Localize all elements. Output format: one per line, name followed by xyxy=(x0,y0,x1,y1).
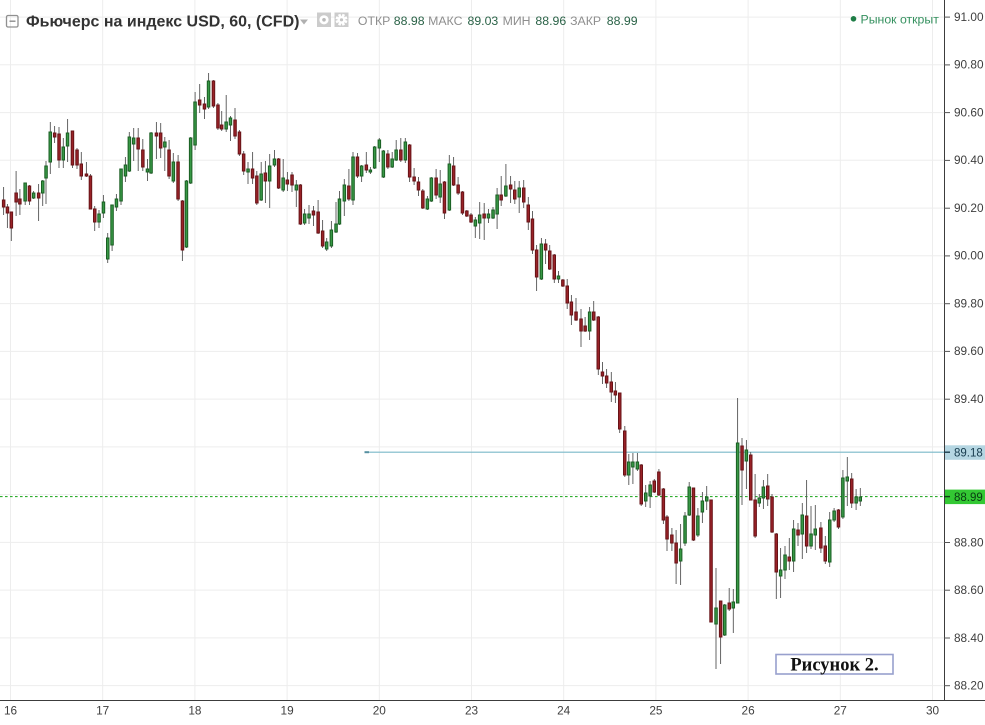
svg-text:МИН: МИН xyxy=(503,14,531,28)
svg-text:90.40: 90.40 xyxy=(954,153,984,167)
svg-text:88.96: 88.96 xyxy=(535,14,566,28)
svg-text:88.80: 88.80 xyxy=(954,535,984,549)
svg-text:90.60: 90.60 xyxy=(954,105,984,119)
svg-text:24: 24 xyxy=(557,704,571,718)
svg-text:89.18: 89.18 xyxy=(954,447,983,459)
svg-text:18: 18 xyxy=(188,704,202,718)
svg-text:19: 19 xyxy=(281,704,294,718)
svg-text:90.00: 90.00 xyxy=(954,249,984,263)
svg-text:88.98: 88.98 xyxy=(394,14,425,28)
svg-text:89.60: 89.60 xyxy=(954,344,984,358)
svg-text:ЗАКР: ЗАКР xyxy=(570,14,601,28)
svg-text:89.03: 89.03 xyxy=(468,14,499,28)
svg-text:89.40: 89.40 xyxy=(954,392,984,406)
svg-text:23: 23 xyxy=(465,704,479,718)
svg-text:91.00: 91.00 xyxy=(954,10,984,24)
svg-text:88.20: 88.20 xyxy=(954,679,984,693)
svg-text:88.99: 88.99 xyxy=(954,492,983,504)
svg-text:Рынок открыт: Рынок открыт xyxy=(861,12,940,26)
svg-text:17: 17 xyxy=(96,704,109,718)
svg-text:30: 30 xyxy=(926,704,940,718)
svg-text:88.99: 88.99 xyxy=(607,14,638,28)
svg-text:16: 16 xyxy=(4,704,18,718)
svg-text:90.80: 90.80 xyxy=(954,58,984,72)
svg-text:88.40: 88.40 xyxy=(954,631,984,645)
svg-text:90.20: 90.20 xyxy=(954,201,984,215)
svg-text:ОТКР: ОТКР xyxy=(358,14,390,28)
svg-text:27: 27 xyxy=(834,704,847,718)
svg-text:26: 26 xyxy=(742,704,756,718)
svg-text:25: 25 xyxy=(649,704,663,718)
svg-text:МАКС: МАКС xyxy=(428,14,462,28)
svg-text:88.60: 88.60 xyxy=(954,583,984,597)
svg-text:Фьючерс на индекс USD, 60, (CF: Фьючерс на индекс USD, 60, (CFD) xyxy=(26,14,299,31)
svg-text:20: 20 xyxy=(373,704,387,718)
svg-text:Рисунок 2.: Рисунок 2. xyxy=(790,655,878,675)
svg-text:89.80: 89.80 xyxy=(954,297,984,311)
